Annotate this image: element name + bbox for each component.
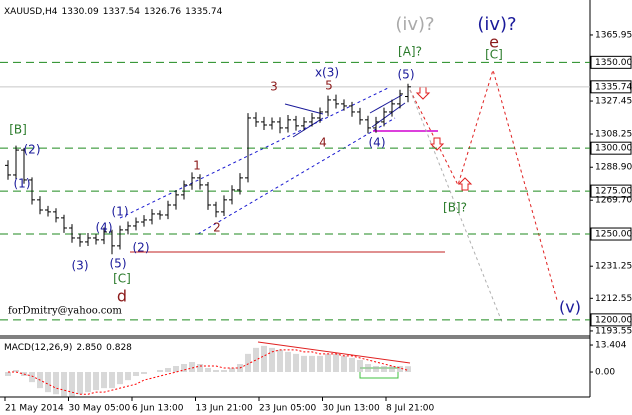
wave-label: (4) bbox=[96, 221, 113, 235]
level-label-box bbox=[590, 227, 632, 241]
y-tick-label: 1212.55 bbox=[595, 294, 632, 304]
level-label-box bbox=[590, 184, 632, 198]
macd-signal-value: 0.828 bbox=[106, 343, 132, 353]
wave-label: [C] bbox=[485, 48, 503, 62]
x-tick-label: 8 Jul 21:00 bbox=[386, 404, 435, 414]
level-label-box bbox=[590, 55, 632, 69]
macd-trend-line bbox=[257, 341, 411, 364]
wedge-line bbox=[284, 103, 324, 115]
level-label-box bbox=[590, 313, 632, 327]
y-tick-label: 1231.25 bbox=[595, 262, 632, 272]
wave-label: 5 bbox=[325, 79, 333, 93]
x-tick-label: 6 Jun 13:00 bbox=[132, 404, 184, 414]
y-tick-label: 1200.00 bbox=[595, 315, 632, 325]
wave-label: x(3) bbox=[315, 66, 339, 80]
y-tick-label: 1365.95 bbox=[595, 30, 632, 40]
wave-label: 2 bbox=[213, 221, 221, 235]
arrow-up bbox=[457, 177, 473, 191]
wave-label: (5) bbox=[110, 257, 127, 271]
macd-header: MACD(12,26,9) 2.850 0.828 bbox=[4, 343, 132, 353]
header: XAUUSD,H4 1330.09 1337.54 1326.76 1335.74 bbox=[4, 7, 223, 17]
wave-label: (2) bbox=[133, 241, 150, 255]
wave-label: d bbox=[117, 287, 127, 306]
macd-main-value: 2.850 bbox=[76, 343, 102, 353]
price-label: 1335.74 bbox=[595, 82, 632, 92]
x-tick-label: 21 May 2014 bbox=[5, 404, 64, 414]
wave-label: (1) bbox=[112, 205, 129, 219]
wedge-line bbox=[369, 94, 403, 114]
y-tick-label: 13.404 bbox=[595, 341, 627, 351]
low-value: 1326.76 bbox=[144, 7, 181, 17]
watermark: forDmitry@yahoo.com bbox=[8, 306, 122, 317]
macd-title: MACD(12,26,9) bbox=[4, 343, 72, 353]
channel-line bbox=[119, 87, 389, 219]
drawings bbox=[119, 68, 558, 379]
arrow-down bbox=[415, 86, 431, 100]
y-tick-label: 1275.00 bbox=[595, 187, 632, 197]
wave-label: e bbox=[489, 33, 499, 52]
x-tick-label: 23 Jun 05:00 bbox=[259, 404, 316, 414]
x-tick-label: 30 May 05:00 bbox=[69, 404, 131, 414]
wave-label: (iv)? bbox=[395, 14, 434, 35]
wedge-line bbox=[292, 117, 324, 138]
macd-highlight bbox=[359, 367, 399, 379]
wave-label: (v) bbox=[559, 298, 581, 317]
wave-label: (3) bbox=[72, 259, 89, 273]
wave-label: (4) bbox=[369, 136, 386, 150]
level-label-box bbox=[590, 141, 632, 155]
y-tick-label: 1300.00 bbox=[595, 144, 632, 154]
y-tick-label: 1288.90 bbox=[595, 163, 632, 173]
y-tick-label: 0.00 bbox=[595, 368, 615, 378]
y-tick-label: 1250.00 bbox=[595, 230, 632, 240]
wave-label: 3 bbox=[270, 80, 278, 94]
wave-label: [B] bbox=[9, 123, 27, 137]
arrow-down bbox=[429, 137, 445, 151]
channel-line bbox=[197, 117, 396, 235]
wave-label: (iv)? bbox=[477, 14, 516, 35]
open-value: 1330.09 bbox=[62, 7, 99, 17]
y-tick-label: 1327.45 bbox=[595, 97, 632, 107]
wave-label: (2) bbox=[24, 143, 41, 157]
x-tick-label: 30 Jun 13:00 bbox=[323, 404, 380, 414]
forecast-path bbox=[409, 68, 558, 301]
symbol: XAUUSD,H4 bbox=[4, 7, 58, 17]
close-value: 1335.74 bbox=[185, 7, 222, 17]
wave-label: 1 bbox=[193, 159, 201, 173]
wave-label: [A]? bbox=[398, 45, 422, 59]
wave-label: 4 bbox=[319, 136, 327, 150]
high-value: 1337.54 bbox=[103, 7, 140, 17]
wave-label: [C] bbox=[113, 272, 131, 286]
price-box bbox=[590, 80, 632, 94]
y-tick-label: 1350.00 bbox=[595, 58, 632, 68]
y-tick-label: 1308.25 bbox=[595, 130, 632, 140]
wave-label: (5) bbox=[398, 68, 415, 82]
y-tick-label: 1269.70 bbox=[595, 196, 632, 206]
y-tick-label: 1193.55 bbox=[595, 326, 632, 336]
x-tick-label: 13 Jun 21:00 bbox=[196, 404, 253, 414]
macd-signal bbox=[8, 349, 409, 395]
wave-label: [B]? bbox=[443, 201, 467, 215]
wave-label: (1) bbox=[14, 177, 31, 191]
